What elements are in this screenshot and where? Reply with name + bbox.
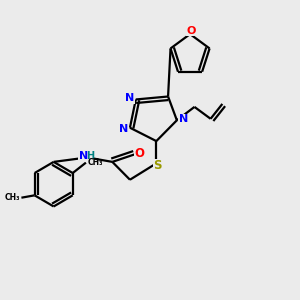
Text: CH₃: CH₃	[4, 193, 20, 202]
Text: S: S	[154, 159, 162, 172]
Text: O: O	[187, 26, 196, 35]
Text: N: N	[179, 114, 188, 124]
Text: H: H	[86, 151, 94, 161]
Text: CH₃: CH₃	[87, 158, 103, 167]
Text: N: N	[79, 151, 88, 161]
Text: O: O	[135, 147, 145, 160]
Text: N: N	[119, 124, 128, 134]
Text: N: N	[125, 93, 134, 103]
